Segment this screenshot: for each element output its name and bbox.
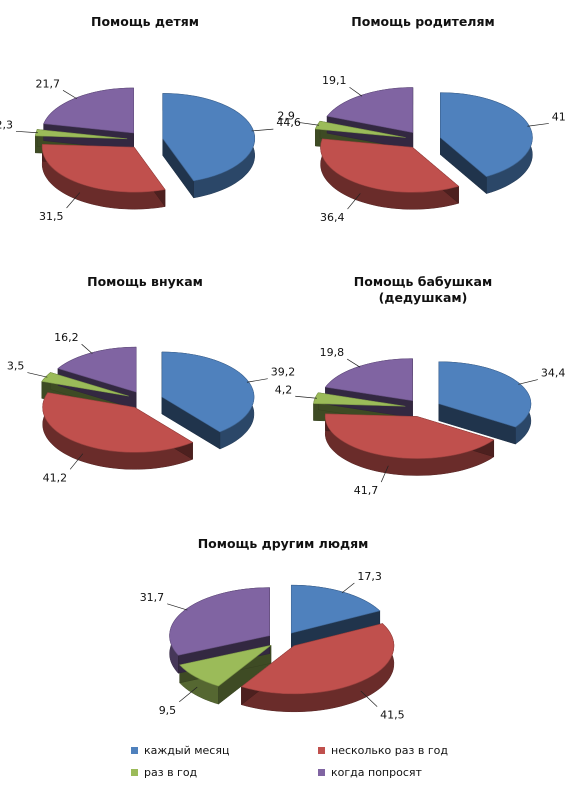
data-label: 3,5 [7, 360, 25, 373]
leader-line [346, 358, 361, 368]
slice-several [42, 392, 194, 453]
data-label: 9,5 [159, 704, 177, 717]
data-label: 31,5 [39, 210, 64, 223]
slice-several [240, 623, 395, 695]
pie-chart-others: Помощь другим людям 17,3 41,5 9,5 31,7 [140, 530, 423, 730]
legend-label: раз в год [144, 766, 198, 779]
leader-line [69, 453, 84, 470]
data-label: 4,2 [275, 383, 293, 396]
slice-several [324, 413, 495, 459]
legend-swatch [318, 769, 325, 776]
data-label: 19,1 [322, 74, 347, 87]
pie-chart-parents: Помощь родителям 41,7 36,4 2,9 19,1 [277, 8, 566, 238]
pie-svg: 44,6 31,5 2,3 21,7 [0, 77, 301, 223]
data-label: 41,7 [354, 484, 379, 497]
data-label: 36,4 [320, 211, 345, 224]
chart-title: Помощь внукам [87, 274, 203, 289]
leader-line [27, 372, 48, 378]
leader-line [295, 395, 317, 399]
legend-label: несколько раз в год [331, 744, 448, 757]
data-label: 41,5 [380, 709, 405, 722]
leader-line [380, 465, 389, 483]
leader-line [81, 343, 93, 354]
leader-line [341, 582, 355, 594]
pie-chart-grandchildren: Помощь внукам 39,2 41,2 3,5 16,2 [7, 268, 295, 498]
pie-chart-children: Помощь детям 44,6 31,5 2,3 21,7 [0, 8, 301, 238]
chart-title: Помощь детям [91, 14, 199, 29]
chart-title: Помощь родителям [351, 14, 495, 29]
legend-item-yearly: раз в год [131, 766, 197, 779]
legend-item-on-request: когда попросят [318, 766, 422, 779]
pie-svg: 34,4 41,7 4,2 19,8 [275, 346, 566, 497]
data-label: 2,3 [0, 118, 13, 131]
data-label: 19,8 [320, 346, 345, 359]
legend-label: каждый месяц [144, 744, 230, 757]
slice-several [320, 138, 460, 193]
pie-svg: 41,7 36,4 2,9 19,1 [277, 74, 566, 224]
data-label: 41,2 [43, 471, 68, 484]
legend-item-monthly: каждый месяц [131, 744, 229, 757]
data-label: 34,4 [541, 367, 566, 380]
pie-chart-grandparents: Помощь бабушкам (дедушкам) 34,4 41,7 4,2 19… [275, 268, 566, 498]
pie-svg: 39,2 41,2 3,5 16,2 [7, 331, 295, 484]
legend-swatch [131, 769, 138, 776]
leader-line [297, 121, 320, 126]
legend-item-several: несколько раз в год [318, 744, 448, 757]
leader-line [360, 690, 378, 707]
leader-line [246, 378, 268, 383]
chart-title: Помощь другим людям [197, 536, 369, 551]
data-label: 17,3 [357, 570, 382, 583]
leader-line [349, 86, 363, 97]
leader-line [347, 193, 361, 210]
data-label: 21,7 [36, 77, 61, 90]
legend-swatch [318, 747, 325, 754]
data-label: 39,2 [271, 366, 296, 379]
pie-svg: 17,3 41,5 9,5 31,7 [140, 570, 405, 722]
leader-line [66, 192, 81, 209]
slice-yearly [179, 644, 272, 687]
leader-line [518, 379, 538, 385]
leader-line [167, 603, 188, 611]
leader-line [527, 123, 549, 127]
leader-line [15, 130, 38, 134]
leader-line [178, 686, 198, 703]
leader-line [62, 90, 78, 100]
legend-label: когда попросят [331, 766, 422, 779]
chart-title: Помощь бабушкам (дедушкам) [353, 274, 493, 305]
data-label: 16,2 [54, 331, 79, 344]
data-label: 31,7 [140, 591, 165, 604]
slice-several [41, 143, 166, 193]
legend-swatch [131, 747, 138, 754]
leader-line [251, 128, 274, 132]
data-label: 41,7 [552, 110, 566, 123]
data-label: 44,6 [276, 116, 301, 129]
data-label: 2,9 [277, 109, 295, 122]
